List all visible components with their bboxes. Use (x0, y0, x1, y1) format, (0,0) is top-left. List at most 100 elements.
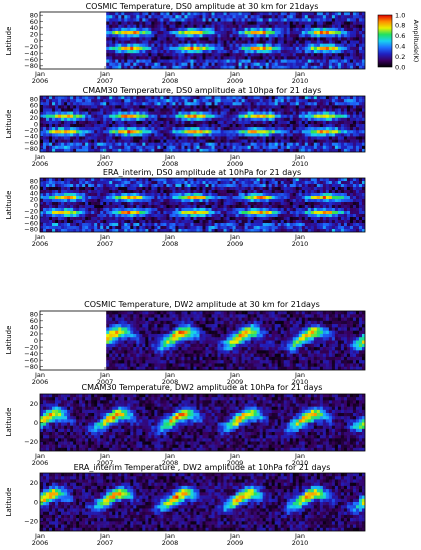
heatmap-cell (100, 46, 104, 51)
heatmap-cell (265, 56, 269, 60)
heatmap-cell (136, 37, 140, 41)
heatmap-cell (211, 12, 215, 16)
heatmap-cell (280, 130, 285, 134)
heatmap-cell (169, 181, 173, 185)
heatmap-cell (355, 117, 360, 122)
heatmap-cell (316, 21, 321, 25)
heatmap-cell (187, 105, 191, 109)
heatmap-cell (352, 46, 357, 51)
heatmap-cell (160, 196, 164, 200)
heatmap-cell (46, 184, 50, 188)
heatmap-cell (88, 190, 92, 194)
heatmap-cell (349, 148, 354, 152)
heatmap-cell (361, 50, 365, 54)
heatmap-cell (124, 199, 128, 203)
heatmap-cell (328, 139, 333, 143)
heatmap-cell (238, 148, 242, 152)
heatmap-cell (103, 50, 107, 54)
heatmap-cell (160, 18, 164, 22)
heatmap-cell (355, 111, 360, 115)
heatmap-cell (205, 56, 209, 60)
heatmap-cell (55, 178, 59, 182)
heatmap-cell (286, 111, 291, 115)
heatmap-cell (193, 120, 197, 125)
heatmap-cell (151, 196, 155, 200)
heatmap-cell (313, 108, 318, 112)
heatmap-cell (310, 37, 315, 41)
heatmap-cell (85, 181, 89, 185)
heatmap-cell (331, 37, 336, 41)
heatmap-cell (313, 12, 318, 16)
heatmap-cell (94, 62, 98, 67)
heatmap-cell (346, 133, 351, 137)
heatmap-cell (280, 50, 285, 54)
heatmap-cell (88, 139, 92, 143)
heatmap-cell (253, 99, 257, 103)
heatmap-cell (190, 114, 194, 119)
heatmap-cell (253, 120, 257, 125)
heatmap-cell (187, 211, 191, 215)
heatmap-cell (196, 65, 200, 69)
heatmap-cell (196, 120, 200, 125)
heatmap-cell (49, 37, 53, 41)
heatmap-cell (256, 124, 260, 128)
heatmap-cell (208, 15, 212, 19)
heatmap-cell (265, 34, 269, 38)
y-tick-label: 0 (34, 120, 38, 128)
heatmap-cell (187, 62, 191, 67)
heatmap-cell (241, 96, 245, 100)
heatmap-cell (100, 148, 104, 152)
heatmap-cell (151, 65, 155, 69)
heatmap-cell (184, 127, 188, 131)
heatmap-cell (346, 27, 351, 32)
heatmap-cell (349, 99, 354, 103)
heatmap-cell (43, 208, 47, 212)
heatmap-cell (157, 105, 161, 109)
heatmap-cell (157, 37, 161, 41)
heatmap-cell (307, 40, 312, 44)
heatmap-cell (172, 18, 176, 22)
heatmap-cell (115, 229, 119, 232)
heatmap-cell (94, 199, 98, 203)
heatmap-cell (343, 12, 348, 16)
heatmap-cell (247, 124, 251, 128)
heatmap-cell (127, 40, 131, 44)
heatmap-cell (88, 193, 92, 197)
heatmap-cell (280, 53, 285, 57)
heatmap-cell (307, 139, 312, 143)
heatmap-cell (151, 111, 155, 115)
heatmap-cell (133, 142, 137, 147)
heatmap-cell (235, 139, 239, 143)
heatmap-cell (349, 130, 354, 134)
heatmap-cell (238, 34, 242, 38)
heatmap-cell (196, 53, 200, 57)
heatmap-cell (166, 214, 170, 218)
heatmap-cell (46, 223, 50, 227)
heatmap-cell (169, 114, 173, 119)
heatmap-cell (175, 190, 179, 194)
heatmap-cell (169, 145, 173, 150)
heatmap-cell (55, 96, 59, 100)
heatmap-cell (40, 117, 44, 122)
heatmap-cell (109, 226, 113, 230)
heatmap-cell (190, 105, 194, 109)
heatmap-cell (100, 111, 104, 115)
heatmap-cell (169, 43, 173, 48)
heatmap-cell (307, 27, 312, 32)
heatmap-cell (157, 50, 161, 54)
heatmap-cell (214, 62, 218, 67)
heatmap-cell (43, 50, 47, 54)
heatmap-cell (163, 120, 167, 125)
heatmap-cell (142, 53, 146, 57)
heatmap-cell (319, 53, 324, 57)
heatmap-cell (217, 105, 221, 109)
heatmap-cell (283, 24, 288, 29)
heatmap-cell (73, 18, 77, 22)
heatmap-cell (109, 56, 113, 60)
heatmap-cell (265, 120, 269, 125)
heatmap-cell (124, 145, 128, 150)
heatmap-cell (292, 117, 297, 122)
heatmap-cell (115, 190, 119, 194)
heatmap-cell (328, 127, 333, 131)
heatmap-cell (151, 12, 155, 16)
